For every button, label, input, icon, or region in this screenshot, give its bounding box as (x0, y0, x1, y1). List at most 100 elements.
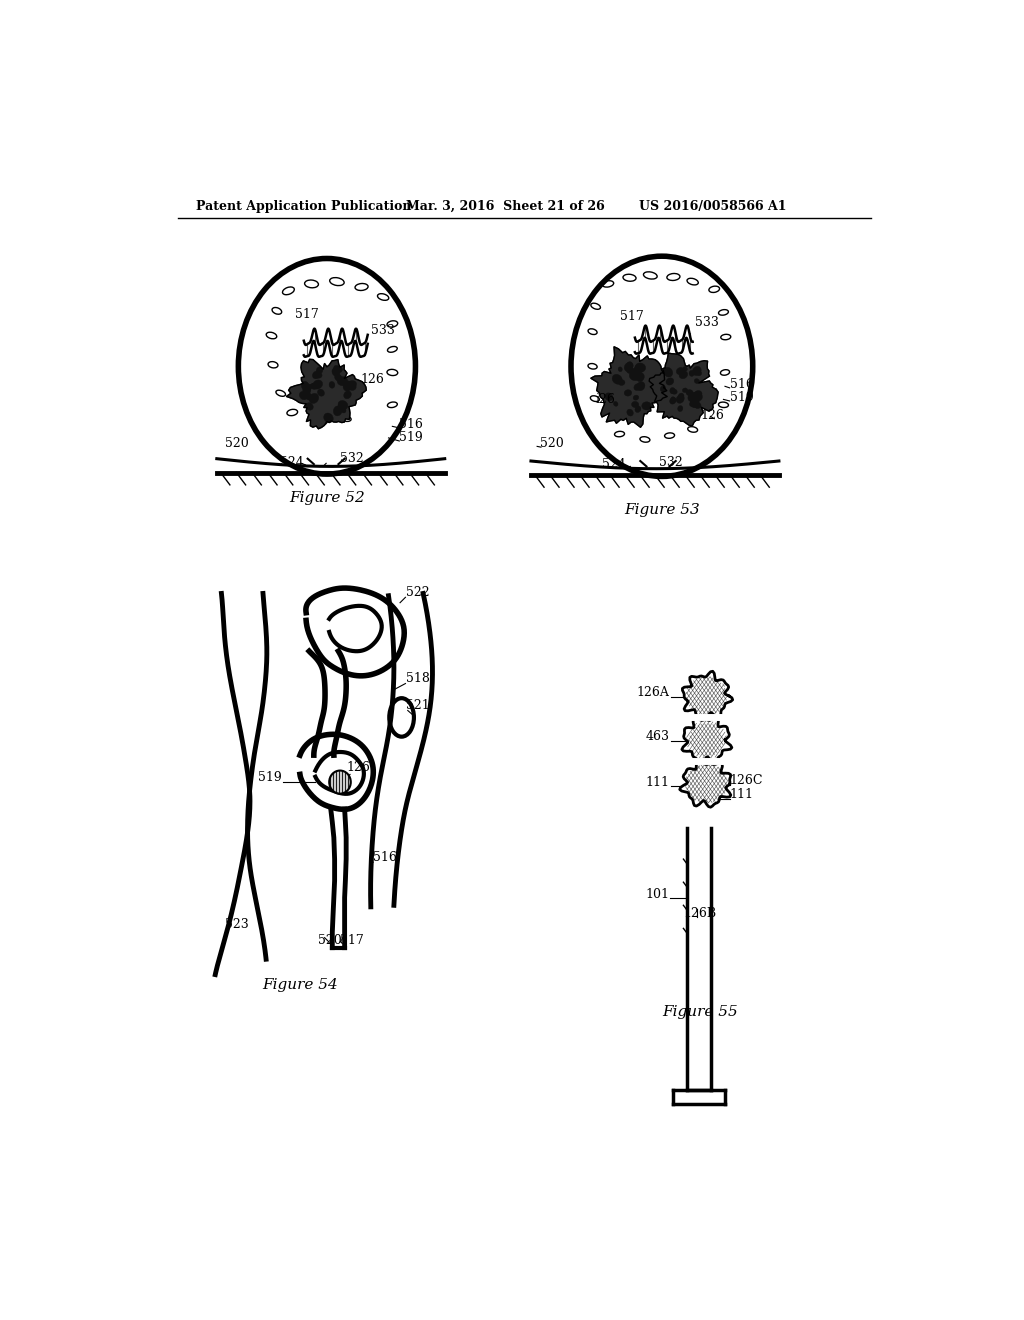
Ellipse shape (605, 393, 612, 401)
Ellipse shape (338, 400, 348, 409)
Text: 101: 101 (645, 887, 670, 900)
Ellipse shape (627, 366, 632, 370)
Ellipse shape (697, 371, 701, 376)
Ellipse shape (689, 401, 695, 407)
Ellipse shape (324, 413, 333, 422)
Ellipse shape (690, 397, 699, 408)
Ellipse shape (312, 371, 321, 379)
Ellipse shape (676, 367, 684, 375)
Ellipse shape (312, 380, 323, 389)
Ellipse shape (571, 256, 753, 477)
Polygon shape (682, 717, 732, 763)
Ellipse shape (634, 367, 640, 374)
Ellipse shape (636, 372, 644, 381)
Text: Figure 54: Figure 54 (262, 978, 338, 993)
Ellipse shape (670, 397, 676, 404)
Ellipse shape (676, 395, 684, 403)
Ellipse shape (627, 409, 633, 416)
Ellipse shape (618, 380, 625, 385)
Ellipse shape (612, 375, 623, 384)
Text: 516: 516 (398, 418, 422, 430)
Polygon shape (287, 359, 367, 429)
Ellipse shape (688, 392, 698, 401)
Ellipse shape (303, 393, 308, 399)
Ellipse shape (335, 367, 342, 372)
Ellipse shape (694, 379, 699, 384)
Text: 524: 524 (280, 457, 304, 470)
Ellipse shape (339, 408, 345, 412)
Ellipse shape (308, 384, 312, 389)
Ellipse shape (679, 371, 687, 379)
Ellipse shape (678, 393, 684, 400)
Ellipse shape (301, 381, 309, 391)
Ellipse shape (634, 384, 640, 391)
Text: 520: 520 (224, 437, 248, 450)
Text: 521: 521 (407, 700, 430, 711)
Text: 126: 126 (347, 760, 371, 774)
Text: 519: 519 (398, 432, 422, 444)
Ellipse shape (613, 401, 617, 407)
Text: 516: 516 (730, 378, 754, 391)
Ellipse shape (671, 397, 676, 401)
Text: 111: 111 (645, 776, 670, 789)
Text: 111: 111 (730, 788, 754, 800)
Ellipse shape (315, 372, 323, 378)
Ellipse shape (637, 381, 645, 391)
Text: 524: 524 (602, 458, 626, 471)
Ellipse shape (682, 388, 687, 392)
Text: 519: 519 (730, 391, 754, 404)
Ellipse shape (348, 380, 356, 388)
Ellipse shape (670, 388, 675, 393)
Text: 126: 126 (360, 374, 384, 387)
Ellipse shape (337, 376, 348, 385)
Ellipse shape (239, 259, 416, 474)
Ellipse shape (694, 391, 702, 397)
Text: 522: 522 (407, 586, 430, 599)
Text: i26: i26 (596, 393, 615, 407)
Ellipse shape (692, 367, 701, 375)
Ellipse shape (671, 389, 677, 395)
Text: US 2016/0058566 A1: US 2016/0058566 A1 (639, 199, 786, 213)
Ellipse shape (632, 401, 639, 408)
Text: 517: 517 (295, 308, 318, 321)
Ellipse shape (635, 407, 641, 412)
Ellipse shape (634, 364, 644, 374)
Ellipse shape (686, 389, 693, 396)
Text: 516: 516 (373, 850, 397, 863)
Text: 463: 463 (645, 730, 670, 743)
Text: 532: 532 (658, 457, 683, 470)
Text: 518: 518 (407, 672, 430, 685)
Ellipse shape (343, 381, 352, 391)
Polygon shape (682, 672, 732, 719)
Ellipse shape (625, 389, 632, 396)
Ellipse shape (627, 368, 633, 374)
Text: 533: 533 (371, 323, 394, 337)
Ellipse shape (695, 403, 701, 409)
Ellipse shape (309, 393, 318, 404)
Ellipse shape (334, 405, 342, 416)
Ellipse shape (633, 395, 639, 400)
Ellipse shape (683, 367, 687, 371)
Ellipse shape (332, 367, 340, 376)
Ellipse shape (310, 383, 317, 389)
Polygon shape (591, 347, 668, 428)
Ellipse shape (625, 363, 633, 371)
Text: 532: 532 (340, 451, 364, 465)
Ellipse shape (627, 362, 633, 368)
Ellipse shape (335, 374, 342, 381)
Ellipse shape (618, 367, 623, 372)
Text: Patent Application Publication: Patent Application Publication (196, 199, 412, 213)
Polygon shape (649, 354, 718, 426)
Text: 520: 520 (318, 933, 342, 946)
Ellipse shape (317, 389, 325, 396)
Polygon shape (680, 760, 731, 808)
Ellipse shape (642, 401, 651, 411)
Text: 517: 517 (340, 933, 364, 946)
Ellipse shape (630, 371, 640, 380)
Ellipse shape (635, 363, 645, 372)
Text: 520: 520 (541, 437, 564, 450)
Text: 523: 523 (224, 919, 248, 932)
Ellipse shape (305, 403, 313, 411)
Ellipse shape (689, 371, 694, 376)
Ellipse shape (303, 385, 311, 395)
